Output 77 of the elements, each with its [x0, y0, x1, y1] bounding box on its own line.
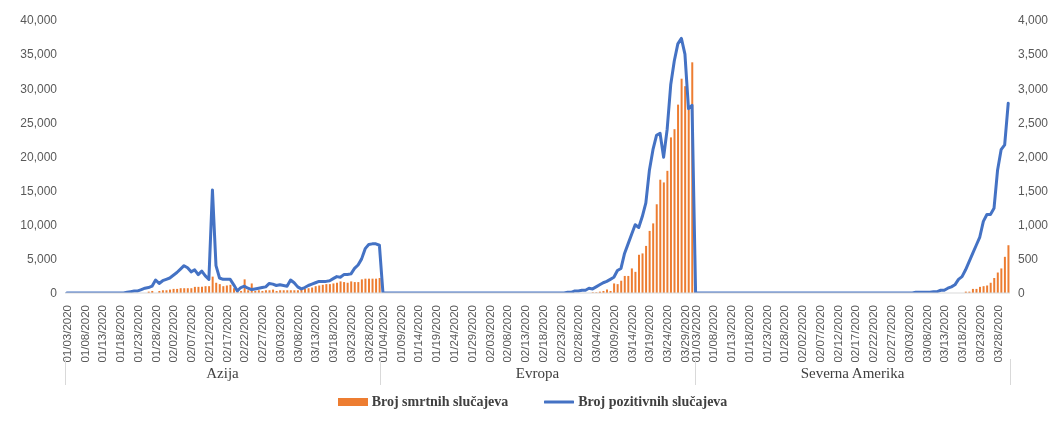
x-tick-label: 02/13/2020: [519, 305, 532, 363]
text: Azija: [205, 365, 240, 382]
x-tick-label: 03/03/2020: [273, 305, 286, 363]
x-tick-label: 02/12/2020: [202, 305, 215, 363]
y2-tick-label: 3,000: [1018, 81, 1049, 96]
x-tick-label: 03/14/2020: [625, 305, 638, 363]
x-tick-label: 02/18/2020: [536, 305, 549, 363]
x-tick-label: 02/28/2020: [572, 305, 585, 363]
x-tick-label: 01/24/2020: [448, 305, 461, 363]
y-tick-label: 0: [50, 286, 58, 301]
y2-tick-label: 1,000: [1018, 218, 1049, 233]
x-tick-label: 02/27/2020: [884, 305, 897, 363]
y2-tick-label: 4,000: [1018, 13, 1049, 28]
x-tick-label: 02/23/2020: [554, 305, 567, 363]
x-tick-label: 03/28/2020: [362, 305, 375, 363]
x-tick-label: 03/18/2020: [956, 305, 969, 363]
y-tick-label: 40,000: [20, 13, 58, 28]
y2-tick-label: 500: [1018, 252, 1039, 267]
x-tick-label: 03/13/2020: [309, 305, 322, 363]
x-tick-label: 02/03/2020: [483, 305, 496, 363]
x-tick-label: 01/09/2020: [394, 305, 407, 363]
x-tick-label: 03/19/2020: [643, 305, 656, 363]
x-tick-label: 02/22/2020: [867, 305, 880, 363]
x-tick-label: 03/04/2020: [590, 305, 603, 363]
text: Evropa: [514, 365, 561, 382]
y-tick-label: 25,000: [20, 115, 58, 130]
x-tick-label: 02/22/2020: [238, 305, 251, 363]
x-tick-label: 01/08/2020: [78, 305, 91, 363]
x-tick-label: 01/23/2020: [760, 305, 773, 363]
x-tick-label: 01/18/2020: [742, 305, 755, 363]
x-tick-label: 01/13/2020: [725, 305, 738, 363]
x-tick-label: 03/23/2020: [973, 305, 986, 363]
x-tick-label: 01/04/2020: [376, 305, 389, 363]
x-tick-label: 02/02/2020: [167, 305, 180, 363]
x-tick-label: 02/17/2020: [220, 305, 233, 363]
x-tick-label: 01/28/2020: [778, 305, 791, 363]
x-tick-label: 03/18/2020: [327, 305, 340, 363]
x-tick-label: 01/14/2020: [412, 305, 425, 363]
x-tick-label: 03/08/2020: [291, 305, 304, 363]
x-tick-label: 03/28/2020: [991, 305, 1004, 363]
y-tick-label: 20,000: [20, 149, 58, 164]
y2-tick-label: 2,500: [1018, 115, 1049, 130]
x-tick-label: 01/08/2020: [707, 305, 720, 363]
x-tick-label: 02/07/2020: [185, 305, 198, 363]
x-tick-label: 03/08/2020: [920, 305, 933, 363]
x-tick-label: 03/23/2020: [344, 305, 357, 363]
x-tick-label: 03/24/2020: [661, 305, 674, 363]
legend-label: Broj smrtnih slučajeva: [371, 394, 509, 410]
x-tick-label: 01/23/2020: [131, 305, 144, 363]
y-tick-label: 5,000: [26, 252, 58, 267]
y2-tick-label: 0: [1018, 286, 1025, 301]
text: Severna Amerika: [799, 365, 906, 382]
y-tick-label: 35,000: [20, 47, 58, 62]
x-tick-label: 02/12/2020: [831, 305, 844, 363]
y-tick-label: 10,000: [20, 218, 58, 233]
x-tick-label: 01/03/2020: [60, 305, 73, 363]
legend-label: Broj pozitivnih slučajeva: [578, 394, 728, 410]
x-tick-label: 02/17/2020: [849, 305, 862, 363]
x-tick-label: 02/07/2020: [813, 305, 826, 363]
x-tick-label: 01/03/2020: [689, 305, 702, 363]
x-tick-label: 02/02/2020: [796, 305, 809, 363]
x-tick-label: 02/08/2020: [501, 305, 514, 363]
y2-tick-label: 1,500: [1018, 183, 1049, 198]
y2-tick-label: 3,500: [1018, 47, 1049, 62]
x-tick-label: 01/19/2020: [430, 305, 443, 363]
x-tick-label: 01/29/2020: [465, 305, 478, 363]
x-tick-label: 02/27/2020: [256, 305, 269, 363]
x-tick-label: 03/13/2020: [938, 305, 951, 363]
x-tick-label: 01/18/2020: [114, 305, 127, 363]
x-tick-label: 03/29/2020: [678, 305, 691, 363]
x-tick-label: 03/03/2020: [902, 305, 915, 363]
x-tick-label: 01/28/2020: [149, 305, 162, 363]
x-tick-label: 01/13/2020: [96, 305, 109, 363]
y-tick-label: 15,000: [20, 183, 58, 198]
y2-tick-label: 2,000: [1018, 149, 1049, 164]
y-tick-label: 30,000: [20, 81, 58, 96]
x-tick-label: 03/09/2020: [607, 305, 620, 363]
